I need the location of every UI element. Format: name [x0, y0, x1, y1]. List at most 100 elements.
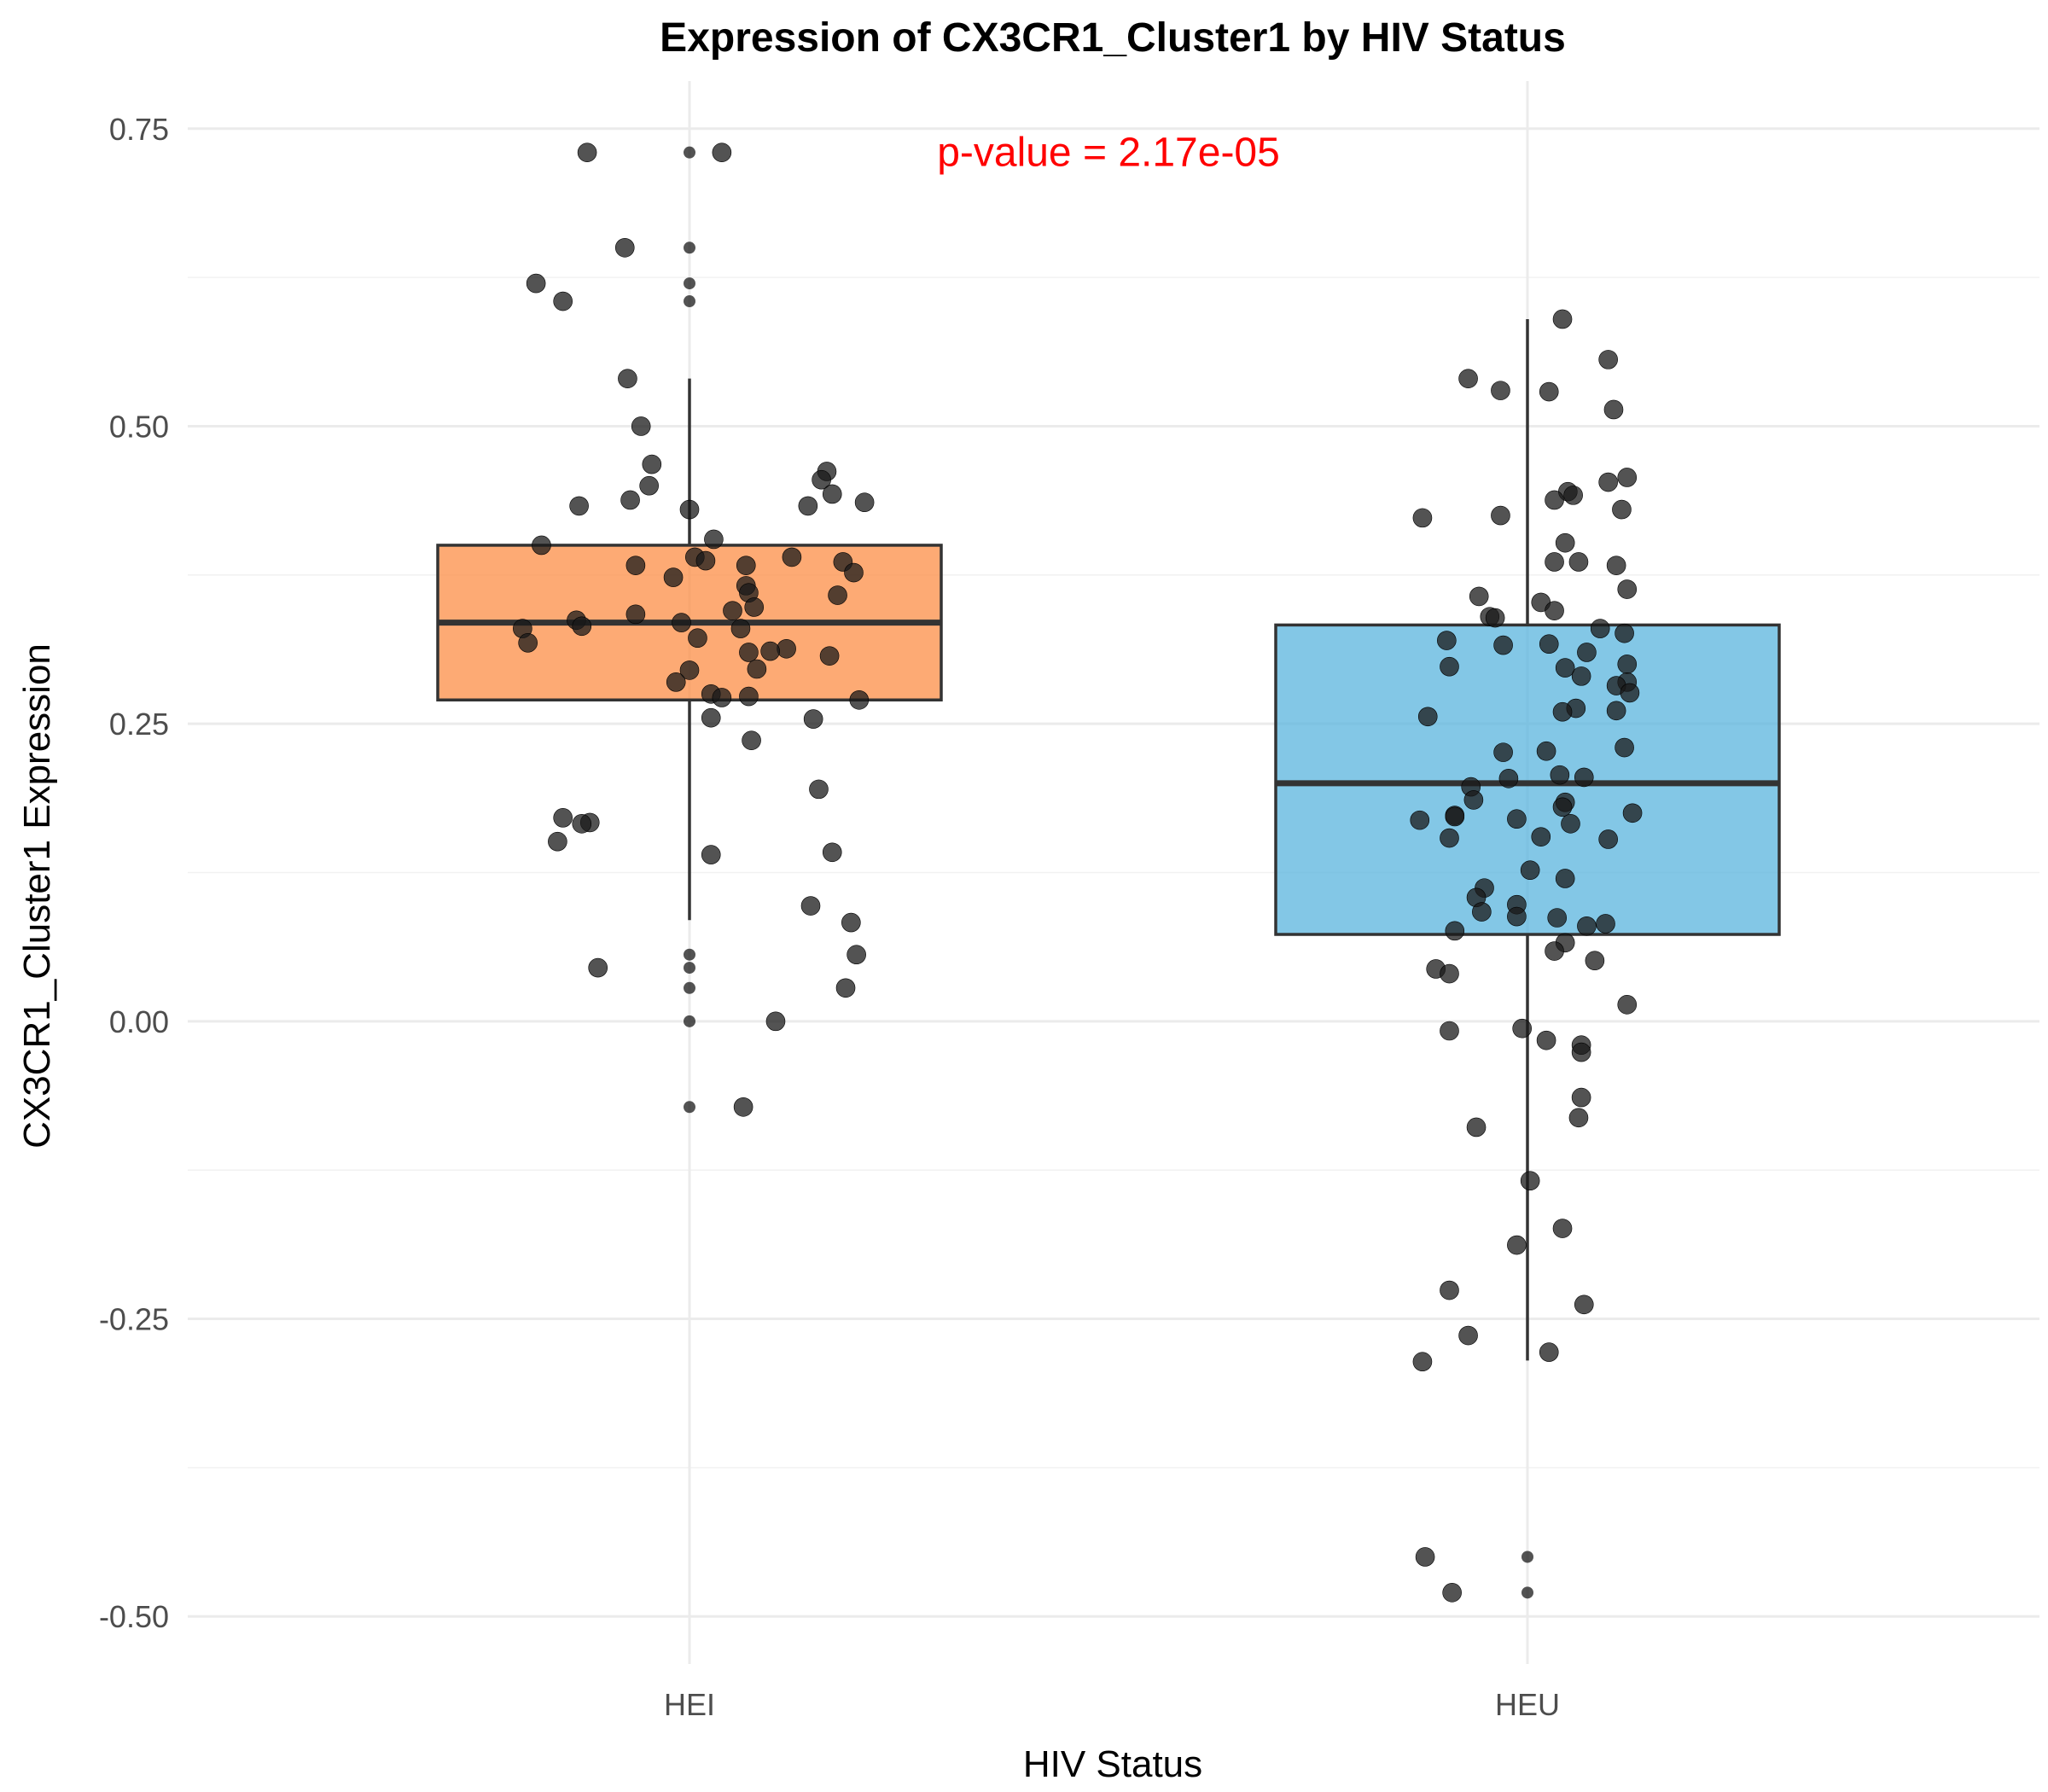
data-point: [1469, 586, 1489, 607]
data-point: [1603, 399, 1624, 420]
data-point: [1442, 1583, 1462, 1603]
data-point: [526, 273, 546, 294]
data-point: [1571, 1042, 1591, 1062]
data-point: [849, 689, 870, 710]
data-point: [1445, 806, 1465, 827]
data-point: [1466, 1117, 1487, 1137]
data-point: [1585, 951, 1605, 971]
data-point: [803, 709, 823, 729]
data-point: [1622, 803, 1643, 823]
data-point: [730, 619, 751, 638]
outlier-point: [684, 948, 695, 961]
data-point: [1555, 869, 1575, 888]
data-point: [777, 638, 796, 659]
data-point: [1547, 908, 1568, 928]
y-tick-label: 0.75: [109, 112, 169, 147]
outlier-point: [684, 241, 695, 254]
data-point: [798, 496, 818, 516]
data-point: [1539, 634, 1559, 655]
data-point: [518, 633, 538, 653]
data-point: [663, 567, 684, 587]
data-point: [712, 688, 732, 707]
data-point: [704, 529, 724, 550]
data-point: [1555, 658, 1575, 678]
data-point: [1531, 827, 1551, 847]
data-point: [1485, 608, 1505, 628]
data-point: [1571, 666, 1591, 686]
data-point: [1472, 902, 1492, 922]
data-point: [844, 562, 864, 583]
data-point: [742, 730, 761, 750]
data-point: [1512, 1018, 1532, 1039]
data-point: [782, 547, 802, 567]
data-point: [1574, 1295, 1594, 1315]
data-point: [835, 978, 856, 998]
data-point: [739, 686, 759, 707]
outlier-point: [684, 146, 695, 159]
data-point: [688, 628, 707, 649]
data-point: [1545, 601, 1564, 620]
data-point: [672, 613, 691, 632]
data-point: [1617, 468, 1638, 487]
data-point: [625, 604, 646, 625]
data-point: [1437, 631, 1457, 650]
data-point: [1577, 643, 1597, 662]
data-point: [1552, 1219, 1573, 1238]
y-tick-label: 0.00: [109, 1004, 169, 1039]
data-point: [712, 143, 732, 162]
data-point: [809, 779, 829, 800]
data-point: [1563, 486, 1583, 505]
data-point: [679, 660, 700, 680]
data-point: [765, 1011, 786, 1032]
data-point: [736, 556, 756, 575]
outlier-point: [1521, 1551, 1533, 1563]
x-axis-title: HIV Status: [1023, 1743, 1202, 1785]
data-point: [854, 492, 875, 513]
data-point: [618, 369, 637, 388]
chart-title: Expression of CX3CR1_Cluster1 by HIV Sta…: [660, 15, 1566, 61]
data-point: [1568, 552, 1589, 572]
y-tick-label: -0.50: [99, 1599, 169, 1634]
outlier-point: [684, 277, 695, 290]
data-point: [1445, 921, 1465, 941]
data-point: [1568, 1108, 1589, 1128]
data-point: [614, 237, 635, 258]
data-point: [1415, 1547, 1435, 1567]
data-point: [819, 646, 840, 666]
data-point: [588, 957, 608, 978]
data-point: [625, 556, 646, 575]
data-point: [1598, 350, 1618, 369]
data-point: [620, 490, 640, 510]
data-point: [1552, 701, 1573, 722]
data-point: [1412, 508, 1433, 528]
data-point: [733, 1097, 753, 1117]
data-point: [1507, 1235, 1527, 1255]
data-point: [1617, 579, 1638, 599]
data-point: [1520, 1171, 1540, 1191]
data-point: [1598, 472, 1618, 492]
data-point: [1539, 1342, 1559, 1362]
data-point: [639, 475, 659, 496]
data-point: [1440, 1280, 1459, 1300]
data-point: [760, 641, 780, 661]
data-point: [1507, 906, 1527, 927]
data-point: [747, 659, 767, 679]
data-point: [695, 550, 716, 571]
data-point: [812, 469, 831, 490]
outlier-point: [684, 1101, 695, 1114]
outlier-point: [684, 962, 695, 975]
data-point: [1458, 1325, 1478, 1346]
data-point: [1590, 619, 1610, 638]
data-point: [1620, 683, 1640, 703]
data-point: [1536, 1030, 1556, 1050]
data-point: [1598, 829, 1618, 849]
data-point: [1539, 381, 1559, 402]
data-point: [1617, 655, 1638, 674]
data-point: [577, 143, 597, 162]
y-axis-title: CX3CR1_Cluster1 Expression: [16, 643, 58, 1149]
data-point: [1458, 369, 1478, 388]
data-point: [1617, 995, 1638, 1015]
data-point: [1574, 767, 1594, 788]
outlier-point: [1521, 1586, 1533, 1599]
